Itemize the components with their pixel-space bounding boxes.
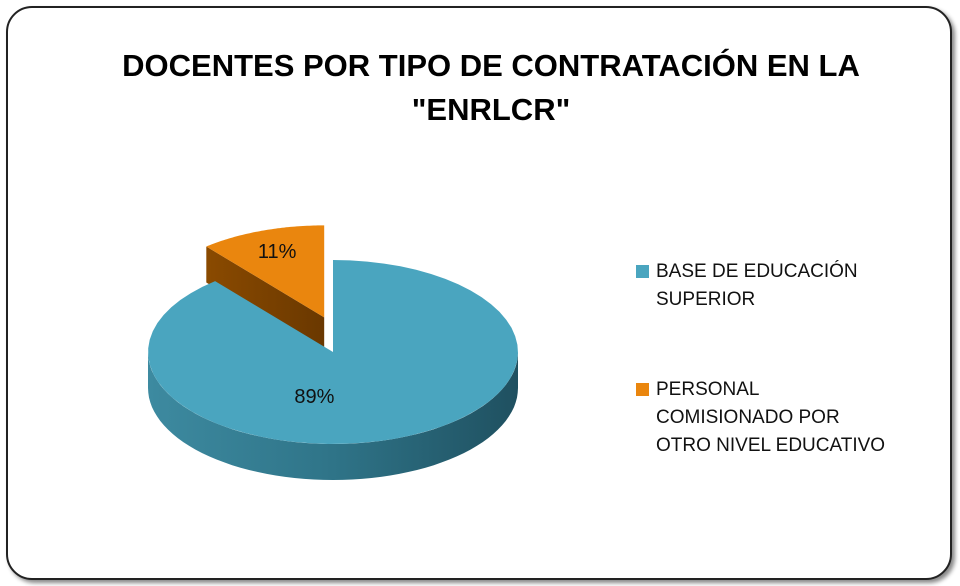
data-label: 89% <box>294 386 334 408</box>
legend-label: BASE DE EDUCACIÓN SUPERIOR <box>656 261 858 310</box>
slice-side <box>148 352 518 480</box>
chart-frame <box>6 6 952 580</box>
legend-swatch <box>636 383 649 396</box>
slice-top <box>148 260 518 444</box>
legend-swatch <box>636 265 649 278</box>
slice-face <box>206 246 325 354</box>
pie-slice <box>148 260 518 480</box>
legend-item: BASE DE EDUCACIÓN SUPERIOR <box>636 258 896 314</box>
slice-top <box>206 225 325 318</box>
legend-label: PERSONAL COMISIONADO POR OTRO NIVEL EDUC… <box>656 379 886 456</box>
pie-slice <box>206 225 325 354</box>
chart-title: DOCENTES POR TIPO DE CONTRATACIÓN EN LA … <box>122 48 860 127</box>
data-label: 11% <box>258 241 297 263</box>
legend-item: PERSONAL COMISIONADO POR OTRO NIVEL EDUC… <box>636 376 896 460</box>
